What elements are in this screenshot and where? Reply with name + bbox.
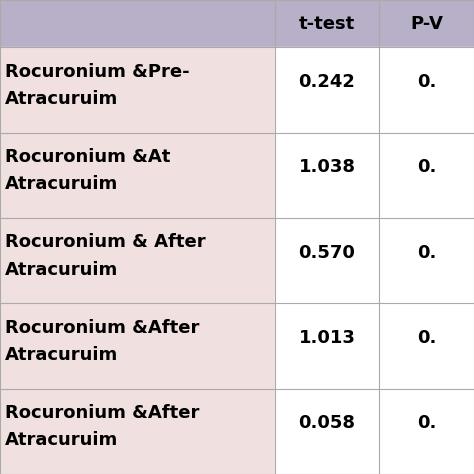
Text: 0.: 0.	[417, 414, 436, 432]
Text: Atracuruim: Atracuruim	[5, 175, 118, 193]
Bar	[275, 133, 379, 218]
Text: 0.: 0.	[417, 244, 436, 262]
Text: P-V: P-V	[410, 15, 443, 33]
Text: Atracuruim: Atracuruim	[5, 261, 118, 279]
Text: 0.058: 0.058	[299, 414, 356, 432]
Bar	[0, 47, 275, 133]
Text: 0.570: 0.570	[299, 244, 356, 262]
Bar	[379, 47, 474, 133]
Bar	[0, 218, 275, 303]
Bar	[0, 133, 275, 218]
Bar	[275, 389, 379, 474]
Text: 0.: 0.	[417, 329, 436, 347]
Text: t-test: t-test	[299, 15, 355, 33]
Text: 0.: 0.	[417, 158, 436, 176]
Bar	[0, 0, 275, 47]
Text: 0.242: 0.242	[299, 73, 356, 91]
Text: Atracuruim: Atracuruim	[5, 90, 118, 108]
Text: 0.: 0.	[417, 73, 436, 91]
Text: Atracuruim: Atracuruim	[5, 431, 118, 449]
Text: Rocuronium & After: Rocuronium & After	[5, 233, 205, 251]
Bar	[379, 389, 474, 474]
Text: Atracuruim: Atracuruim	[5, 346, 118, 364]
Text: Rocuronium &After: Rocuronium &After	[5, 404, 199, 422]
Text: 1.038: 1.038	[299, 158, 356, 176]
Bar	[0, 389, 275, 474]
Text: Rocuronium &After: Rocuronium &After	[5, 319, 199, 337]
Bar	[275, 303, 379, 389]
Bar	[379, 0, 474, 47]
Bar	[275, 47, 379, 133]
Bar	[379, 133, 474, 218]
Text: 1.013: 1.013	[299, 329, 356, 347]
Text: Rocuronium &Pre-: Rocuronium &Pre-	[5, 63, 190, 81]
Bar	[275, 218, 379, 303]
Bar	[379, 303, 474, 389]
Bar	[275, 0, 379, 47]
Bar	[379, 218, 474, 303]
Text: Rocuronium &At: Rocuronium &At	[5, 148, 170, 166]
Bar	[0, 303, 275, 389]
